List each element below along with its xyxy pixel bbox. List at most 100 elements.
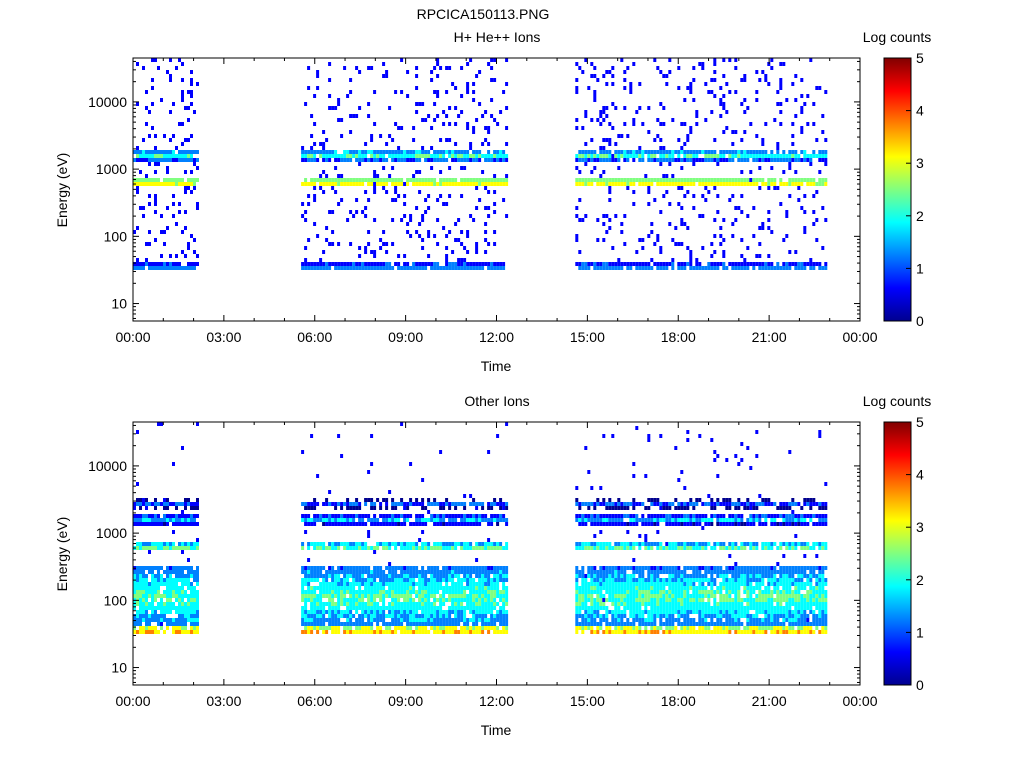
heatmap-cell	[785, 98, 789, 102]
heatmap-cell	[460, 166, 464, 170]
heatmap-cell	[490, 518, 494, 522]
heatmap-cell	[139, 610, 142, 614]
heatmap-cell	[454, 86, 458, 90]
heatmap-cell	[448, 266, 452, 270]
heatmap-cell	[578, 150, 582, 154]
heatmap-cell	[304, 154, 308, 158]
heatmap-cell	[731, 194, 735, 198]
heatmap-cell	[394, 522, 398, 526]
heatmap-cell	[695, 150, 699, 154]
heatmap-cell	[166, 178, 169, 182]
heatmap-cell	[193, 602, 196, 606]
heatmap-cell	[638, 626, 642, 630]
heatmap-cell	[328, 242, 332, 246]
heatmap-cell	[487, 574, 491, 578]
heatmap-cell	[800, 206, 804, 210]
heatmap-cell	[587, 626, 591, 630]
heatmap-cell	[439, 154, 443, 158]
heatmap-cell	[734, 66, 738, 70]
heatmap-cell	[151, 586, 154, 590]
heatmap-cell	[626, 546, 630, 550]
heatmap-cell	[466, 626, 470, 630]
heatmap-cell	[352, 622, 356, 626]
heatmap-cell	[737, 150, 741, 154]
heatmap-cell	[578, 626, 582, 630]
heatmap-cell	[409, 594, 413, 598]
heatmap-cell	[358, 522, 362, 526]
heatmap-cell	[328, 490, 332, 494]
heatmap-cell	[310, 598, 314, 602]
heatmap-cell	[581, 582, 585, 586]
heatmap-cell	[457, 258, 461, 262]
heatmap-cell	[788, 194, 792, 198]
heatmap-cell	[659, 570, 663, 574]
heatmap-cell	[722, 254, 726, 258]
heatmap-cell	[632, 150, 636, 154]
heatmap-cell	[421, 618, 425, 622]
heatmap-cell	[358, 614, 362, 618]
heatmap-cell	[635, 582, 639, 586]
x-tick-label: 00:00	[842, 329, 877, 345]
heatmap-cell	[505, 546, 509, 550]
heatmap-cell	[187, 150, 190, 154]
heatmap-cell	[184, 578, 187, 582]
heatmap-cell	[599, 590, 603, 594]
heatmap-cell	[478, 610, 482, 614]
heatmap-cell	[142, 582, 145, 586]
heatmap-cell	[325, 266, 329, 270]
heatmap-cell	[307, 622, 311, 626]
heatmap-cell	[785, 182, 789, 186]
heatmap-cell	[596, 610, 600, 614]
heatmap-cell	[686, 158, 690, 162]
heatmap-cell	[133, 622, 136, 626]
heatmap-cell	[617, 266, 621, 270]
heatmap-cell	[376, 570, 380, 574]
heatmap-cell	[304, 150, 308, 154]
heatmap-cell	[587, 570, 591, 574]
heatmap-cell	[653, 262, 657, 266]
heatmap-cell	[184, 618, 187, 622]
heatmap-cell	[650, 606, 654, 610]
heatmap-cell	[421, 218, 425, 222]
heatmap-cell	[493, 586, 497, 590]
heatmap-cell	[454, 262, 458, 266]
heatmap-cell	[367, 534, 371, 538]
heatmap-cell	[710, 78, 714, 82]
heatmap-cell	[460, 602, 464, 606]
heatmap-cell	[466, 122, 470, 126]
heatmap-cell	[166, 602, 169, 606]
heatmap-cell	[169, 610, 172, 614]
heatmap-cell	[641, 602, 645, 606]
heatmap-cell	[322, 262, 326, 266]
heatmap-cell	[436, 266, 440, 270]
heatmap-cell	[184, 266, 187, 270]
heatmap-cell	[355, 590, 359, 594]
heatmap-cell	[433, 626, 437, 630]
heatmap-cell	[352, 566, 356, 570]
heatmap-cell	[668, 626, 672, 630]
heatmap-cell	[644, 586, 648, 590]
heatmap-cell	[310, 594, 314, 598]
heatmap-cell	[478, 502, 482, 506]
heatmap-cell	[677, 614, 681, 618]
heatmap-cell	[175, 546, 178, 550]
heatmap-cell	[376, 582, 380, 586]
heatmap-cell	[683, 594, 687, 598]
heatmap-cell	[145, 614, 148, 618]
heatmap-cell	[187, 614, 190, 618]
heatmap-cell	[587, 614, 591, 618]
heatmap-cell	[184, 602, 187, 606]
heatmap-cell	[797, 266, 801, 270]
heatmap-cell	[800, 126, 804, 130]
heatmap-cell	[602, 266, 606, 270]
heatmap-cell	[133, 518, 136, 522]
y-tick-label: 10	[111, 296, 127, 312]
heatmap-cell	[496, 178, 500, 182]
heatmap-cell	[620, 546, 624, 550]
heatmap-cell	[716, 210, 720, 214]
heatmap-cell	[307, 558, 311, 562]
heatmap-cell	[139, 150, 142, 154]
heatmap-cell	[310, 586, 314, 590]
heatmap-cell	[355, 262, 359, 266]
heatmap-cell	[379, 618, 383, 622]
